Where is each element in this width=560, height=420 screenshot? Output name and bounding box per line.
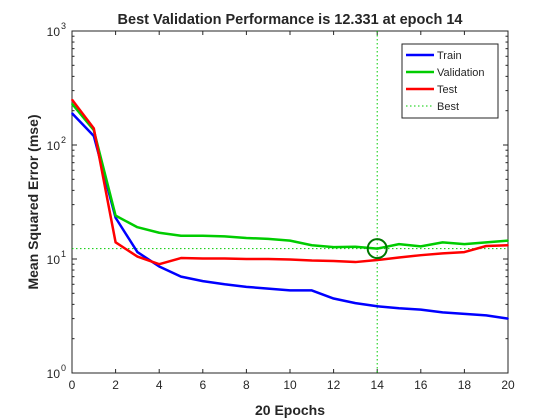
point-validation [289,239,291,242]
point-validation [202,234,204,237]
chart-title: Best Validation Performance is 12.331 at… [118,12,463,28]
point-train [332,297,335,300]
point-train [114,216,117,219]
point-test [376,259,379,261]
point-train [267,287,270,290]
x-tick-label: 18 [458,378,472,392]
y-tick-exponent: 1 [61,249,66,259]
y-tick-exponent: 0 [61,363,66,373]
point-test [114,241,117,244]
legend-label-test: Test [437,84,457,96]
point-validation [180,234,182,237]
x-tick-label: 6 [199,378,206,392]
y-tick-base: 10 [47,139,61,153]
point-test [223,257,226,260]
x-axis-label: 20 Epochs [255,402,325,418]
point-validation [376,247,379,250]
point-train [180,275,182,278]
best-marker [366,238,388,260]
point-validation [267,238,270,240]
y-tick-label: 10 1 [47,249,66,267]
point-validation [71,102,73,105]
point-train [71,112,73,115]
point-validation [332,246,335,248]
point-train [136,251,139,253]
point-validation [223,235,226,238]
point-test [311,259,313,262]
point-validation [136,226,139,229]
point-validation [158,231,160,234]
point-train [485,314,488,317]
point-test [485,245,488,247]
y-axis-label: Mean Squared Error (mse) [25,114,41,289]
point-test [332,260,335,262]
point-validation [398,243,400,245]
y-tick-exponent: 2 [61,135,66,145]
point-test [136,255,139,258]
point-test [93,127,95,130]
point-test [245,258,248,260]
x-tick-label: 2 [112,378,119,392]
point-test [71,98,73,101]
point-test [420,254,422,256]
x-tick-label: 0 [69,378,76,392]
point-test [441,252,444,255]
point-test [158,263,160,266]
y-tick-base: 10 [47,253,61,267]
point-train [289,289,291,292]
y-tick-label: 10 2 [47,135,66,153]
x-tick-label: 10 [283,378,297,392]
y-tick-base: 10 [47,25,61,39]
point-test [202,257,204,260]
point-train [354,302,357,304]
legend-label-validation: Validation [437,67,485,79]
legend: Train Validation Test Best [401,43,499,119]
point-validation [420,245,422,248]
point-validation [245,237,248,239]
point-validation [354,245,357,248]
point-train [420,308,422,311]
point-validation [485,241,488,244]
point-validation [507,239,509,242]
x-tick-label: 20 [501,378,515,392]
point-train [507,317,509,320]
point-test [398,256,400,259]
point-train [311,289,313,292]
x-tick-label: 12 [327,378,341,392]
y-tick-exponent: 3 [61,21,66,31]
y-tick-label: 10 0 [47,363,66,381]
point-test [354,261,357,263]
point-validation [311,244,313,247]
point-test [463,251,466,253]
y-tick-label: 10 3 [47,21,66,39]
x-tick-label: 16 [414,378,428,392]
legend-label-train: Train [437,50,462,62]
point-validation [441,241,444,244]
point-train [441,311,444,314]
point-train [202,280,204,282]
point-train [245,286,248,288]
point-validation [463,243,466,245]
y-tick-base: 10 [47,367,61,381]
point-train [398,307,400,310]
point-train [158,265,160,268]
point-test [507,244,509,247]
legend-label-best: Best [437,101,459,113]
x-tick-label: 8 [243,378,250,392]
point-validation [114,214,117,217]
point-train [223,283,226,286]
point-test [267,258,270,260]
point-test [289,258,291,261]
point-test [180,257,182,259]
x-tick-label: 14 [371,378,385,392]
x-tick-label: 4 [156,378,163,392]
point-train [376,305,379,308]
point-train [463,313,466,315]
